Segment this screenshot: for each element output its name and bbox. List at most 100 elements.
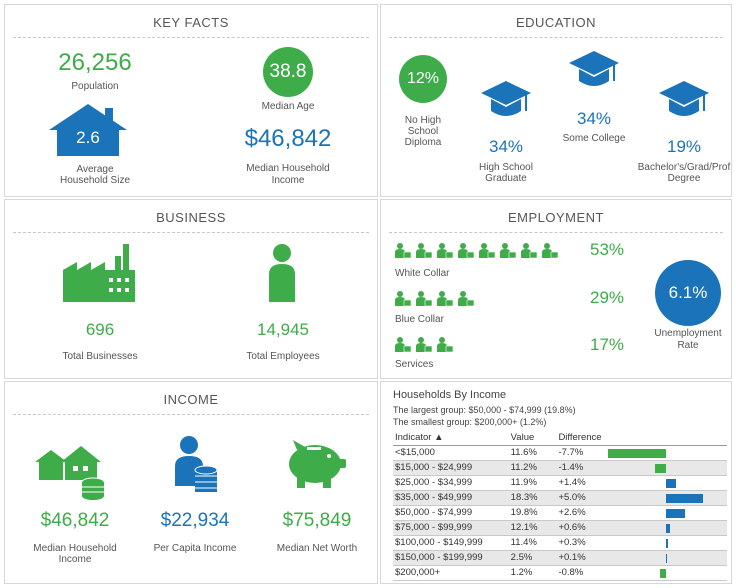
difference-cell: +0.3% [556,535,604,551]
difference-bar [665,553,667,563]
difference-bar [655,463,666,473]
per-capita-income-value: $22,934 [160,510,230,531]
worker-icon [479,242,496,259]
value-cell: 11.6% [508,445,557,461]
difference-bar [659,568,666,578]
indicator-cell: $50,000 - $74,999 [393,505,509,521]
difference-bar [665,508,686,518]
median-income-label-2: Income [271,175,305,186]
population-label: Population [71,81,119,92]
difference-cell: +5.0% [556,490,604,506]
worker-icon [500,242,517,259]
table-row[interactable]: $50,000 - $74,999 19.8% +2.6% [393,505,727,521]
graduation-cap-icon [569,51,619,102]
unemployment-label-1: Unemployment [654,328,722,339]
value-cell: 19.8% [508,505,557,521]
median-income-label-1: Median Household [246,163,330,174]
table-row[interactable]: $100,000 - $149,999 11.4% +0.3% [393,535,727,551]
difference-cell: +2.6% [556,505,604,521]
person-icon [265,244,299,307]
factory-icon [63,240,135,307]
worker-icon [542,242,559,259]
income-title: INCOME [163,392,219,407]
education-title: EDUCATION [515,15,597,30]
household-size-value: 2.6 [76,128,100,147]
services-value: 17% [590,335,625,354]
bachelors-label-2: Degree [667,173,701,184]
no-hs-label-1: No High [404,115,442,126]
household-size-label-2: Household Size [59,175,131,186]
median-age-value: 38.8 [269,61,307,82]
worker-icon [521,242,538,259]
table-row[interactable]: $15,000 - $24,999 11.2% -1.4% [393,460,727,476]
difference-cell: +1.4% [556,475,604,491]
bar-cell [603,535,727,551]
key-facts-title: KEY FACTS [153,15,229,30]
bar-header [603,431,727,446]
difference-cell: -7.7% [556,445,604,461]
value-cell: 12.1% [508,520,557,536]
some-college-value: 34% [576,109,612,128]
indicator-header[interactable]: Indicator ▲ [393,431,509,446]
white-collar-value: 53% [590,240,625,259]
table-row[interactable]: $150,000 - $199,999 2.5% +0.1% [393,550,727,566]
difference-bar [665,538,668,548]
bar-cell [603,505,727,521]
piggy-bank-icon [283,440,347,495]
value-cell: 18.3% [508,490,557,506]
blue-collar-label: Blue Collar [395,314,444,325]
key-facts-panel: KEY FACTS 26,256 Population 38.8 Median … [4,4,378,197]
worker-icon [437,290,454,307]
table-row[interactable]: $200,000+ 1.2% -0.8% [393,565,727,581]
bar-cell [603,550,727,566]
divider [13,414,369,415]
income-panel: INCOME $46,842 Median Household Income $… [4,381,378,584]
house-icon: 2.6 [49,104,127,156]
bar-cell [603,460,727,476]
unemployment-label-2: Rate [677,340,699,351]
difference-header[interactable]: Difference [556,431,604,446]
hbi-smallest: The smallest group: $200,000+ (1.2%) [393,417,547,427]
table-row[interactable]: $25,000 - $34,999 11.9% +1.4% [393,475,727,491]
population-value: 26,256 [58,49,132,76]
business-title: BUSINESS [156,210,226,225]
indicator-cell: $100,000 - $149,999 [393,535,509,551]
worker-icon [395,242,412,259]
worker-icon [416,242,433,259]
no-hs-circle: 12% [399,55,447,103]
divider [13,232,369,233]
no-hs-value: 12% [406,70,440,87]
median-household-income-label-2: Income [58,554,92,565]
worker-icon [416,290,433,307]
graduation-cap-icon [481,81,531,132]
worker-icon [437,336,454,353]
table-row[interactable]: $75,000 - $99,999 12.1% +0.6% [393,520,727,536]
services-label: Services [395,359,434,370]
bar-cell [603,565,727,581]
median-age-circle: 38.8 [263,47,313,97]
white-collar-label: White Collar [395,268,450,279]
indicator-cell: $200,000+ [393,565,509,581]
indicator-cell: $25,000 - $34,999 [393,475,509,491]
difference-bar [665,478,677,488]
median-income-value: $46,842 [244,125,332,152]
bar-cell [603,520,727,536]
hbi-title: Households By Income [393,389,507,401]
net-worth-value: $75,849 [282,510,352,531]
businesses-label: Total Businesses [62,351,138,362]
employment-panel: EMPLOYMENT 53% White Collar 29% Blue Col… [380,199,732,379]
value-header[interactable]: Value [508,431,557,446]
table-row[interactable]: <$15,000 11.6% -7.7% [393,445,727,461]
difference-bar [665,523,671,533]
white-collar-icons [395,242,559,259]
worker-icon [458,290,475,307]
unemployment-circle: 6.1% [655,260,721,326]
table-row[interactable]: $35,000 - $49,999 18.3% +5.0% [393,490,727,506]
no-hs-label-3: Diploma [404,137,442,148]
worker-icon [458,242,475,259]
difference-cell: -1.4% [556,460,604,476]
households-by-income-panel: Households By Income The largest group: … [380,381,732,584]
median-age-label: Median Age [261,101,315,112]
divider [389,37,723,38]
indicator-cell: $15,000 - $24,999 [393,460,509,476]
